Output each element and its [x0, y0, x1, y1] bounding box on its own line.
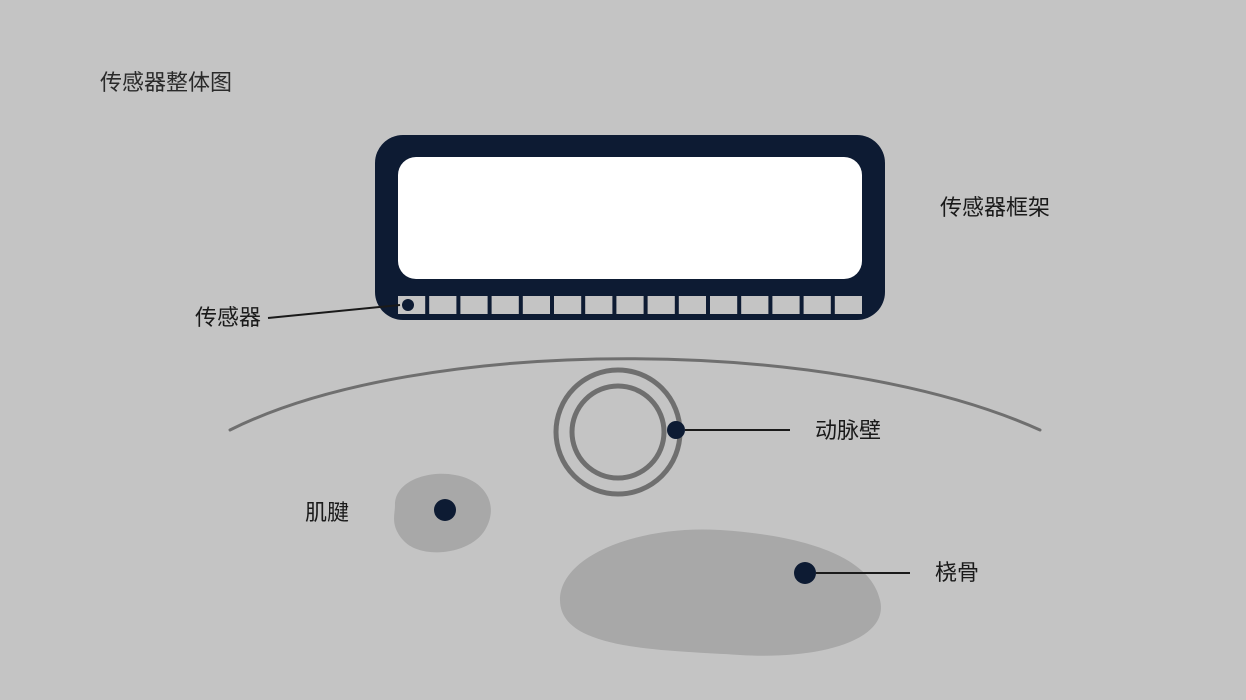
sensor-slot — [804, 296, 831, 314]
sensor-slot — [772, 296, 799, 314]
sensor-slot — [585, 296, 612, 314]
sensor-frame-label: 传感器框架 — [940, 195, 1050, 220]
sensor-indicator-dot — [402, 299, 414, 311]
sensor-label: 传感器 — [195, 305, 261, 330]
sensor-slot — [616, 296, 643, 314]
diagram-title: 传感器整体图 — [100, 70, 232, 95]
sensor-slot — [679, 296, 706, 314]
artery-wall-marker-dot — [667, 421, 685, 439]
sensor-slot — [460, 296, 487, 314]
sensor-slot — [554, 296, 581, 314]
tendon-label: 肌腱 — [305, 500, 349, 525]
radius-bone-label: 桡骨 — [935, 560, 979, 585]
artery-inner-wall — [572, 386, 664, 478]
radius-bone-marker-dot — [794, 562, 816, 584]
sensor-frame-panel — [398, 157, 862, 279]
tendon-marker-dot — [434, 499, 456, 521]
sensor-slot — [710, 296, 737, 314]
artery-wall-label: 动脉壁 — [815, 418, 881, 443]
sensor-slot — [429, 296, 456, 314]
sensor-slot — [648, 296, 675, 314]
sensor-slot — [523, 296, 550, 314]
sensor-slot — [741, 296, 768, 314]
sensor-slot — [492, 296, 519, 314]
sensor-slot — [835, 296, 862, 314]
